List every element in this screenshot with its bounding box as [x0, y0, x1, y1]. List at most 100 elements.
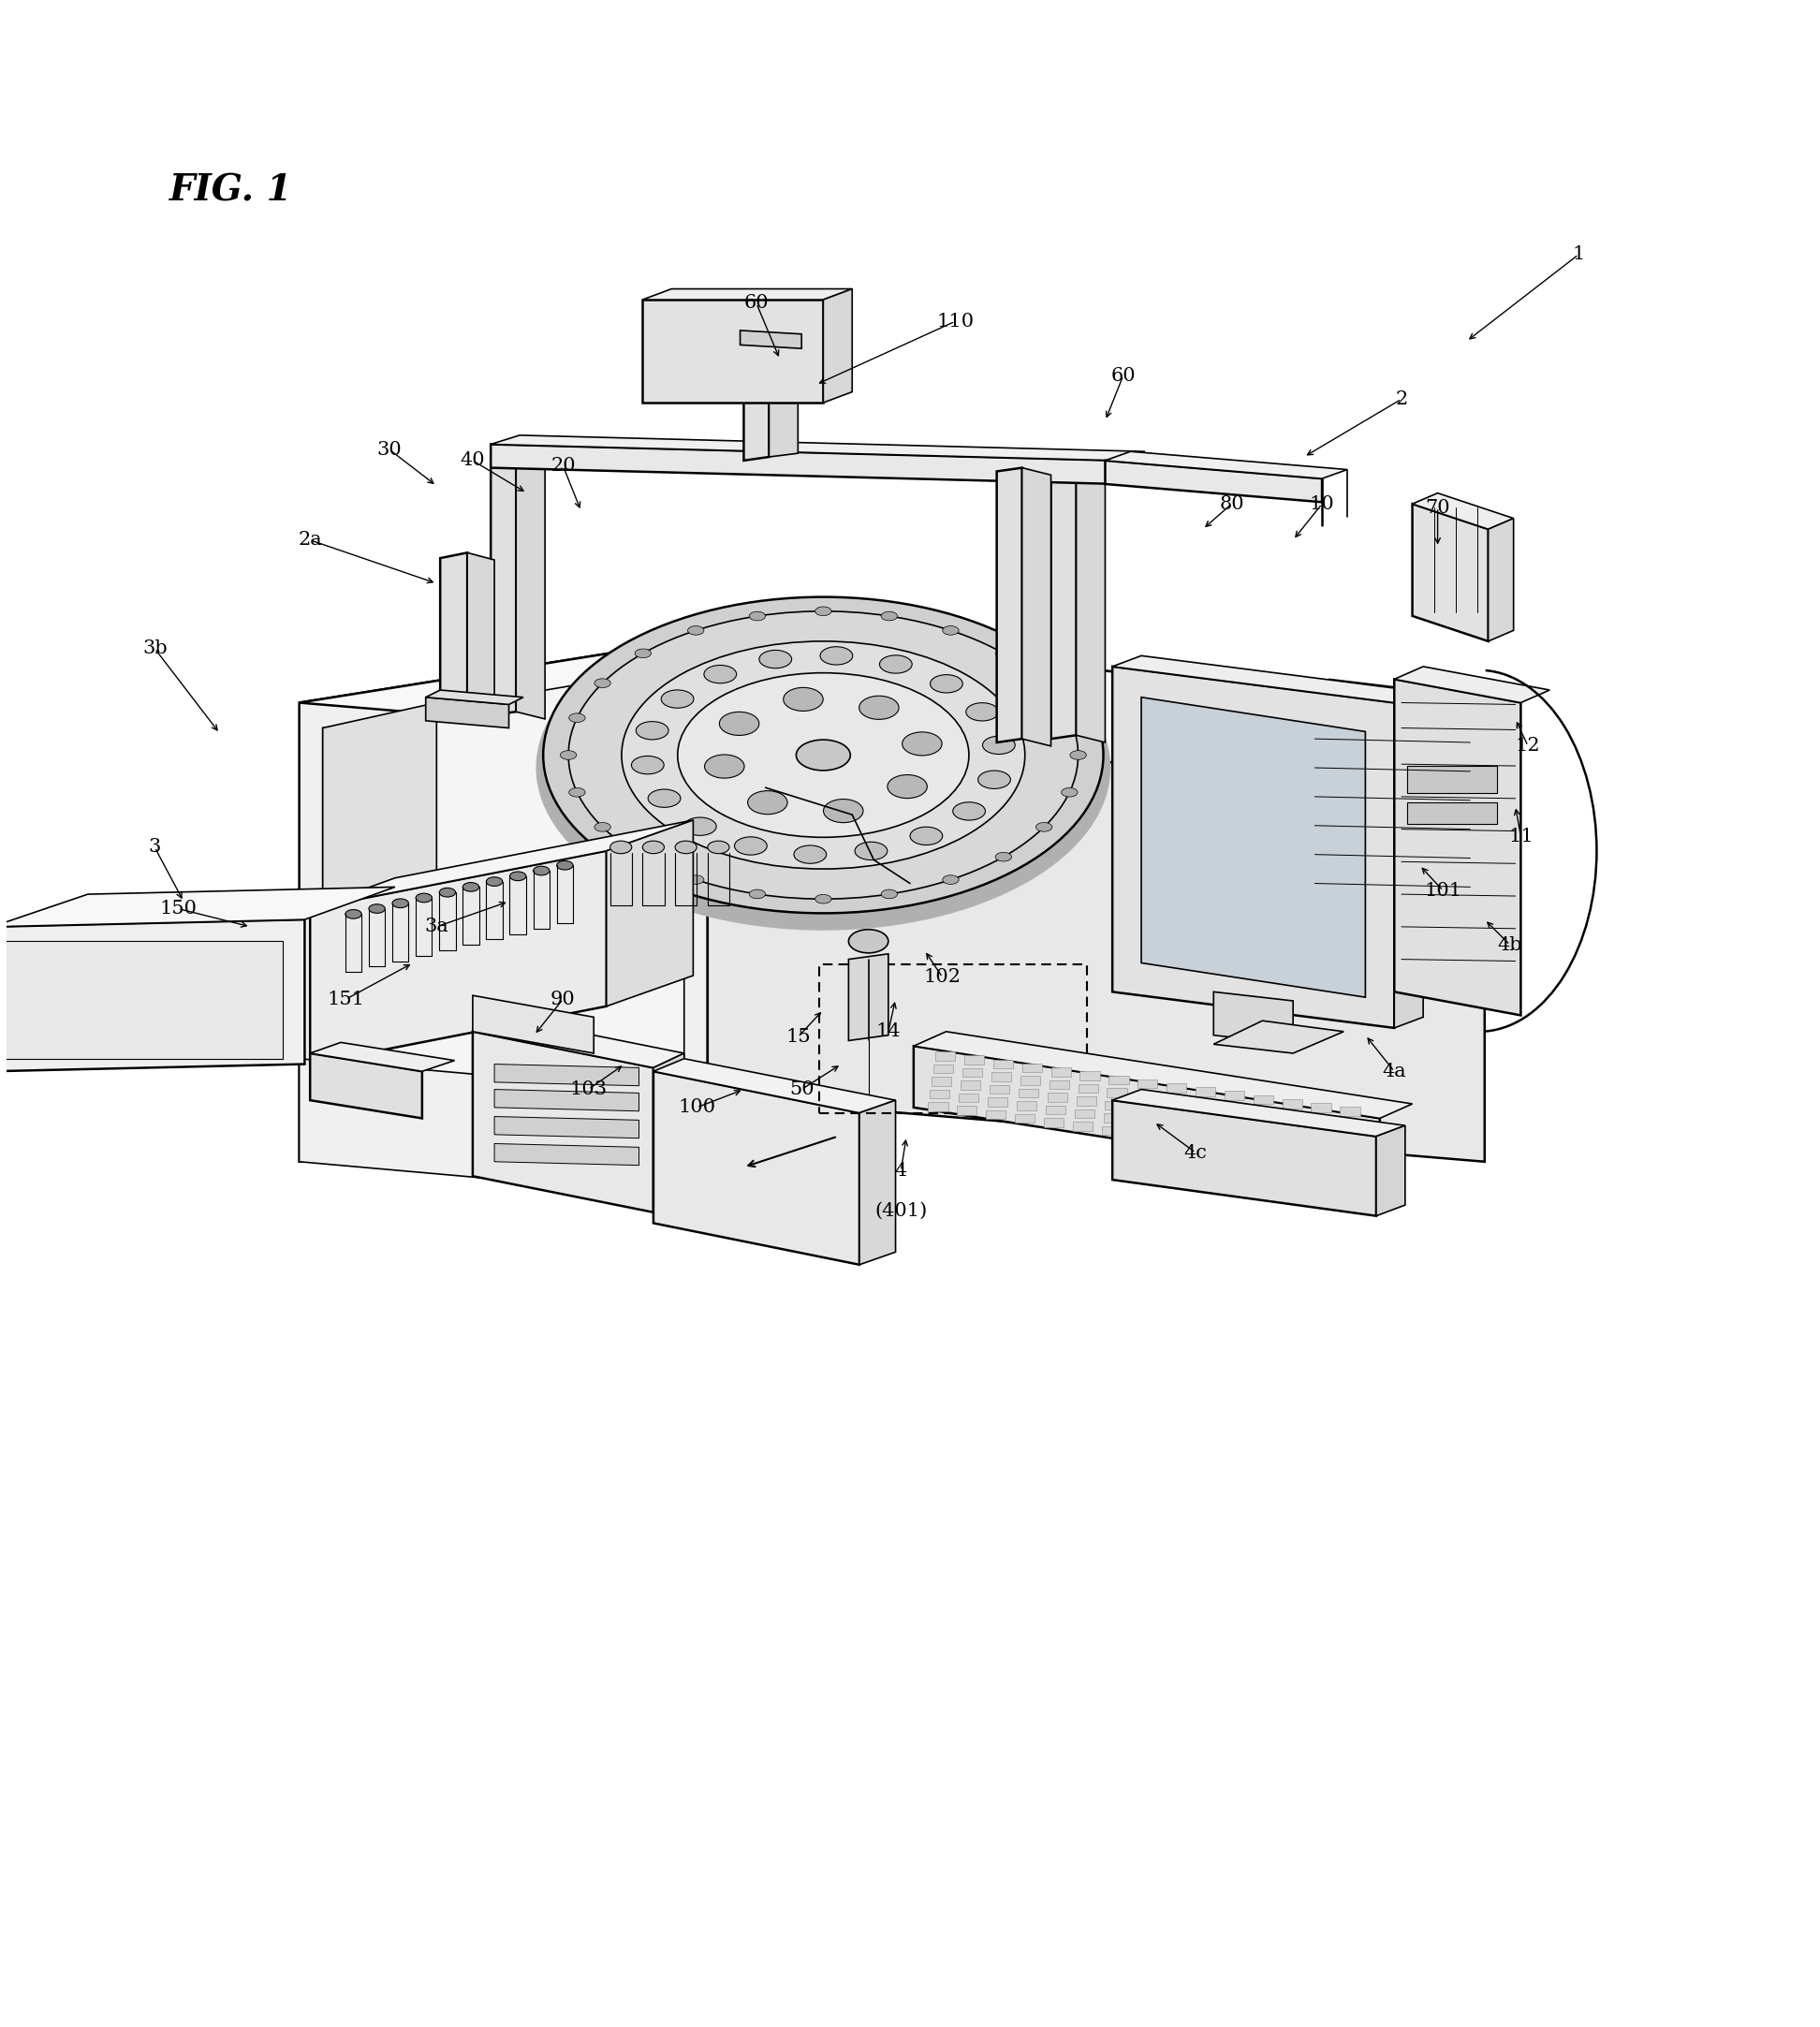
Text: 4a: 4a [1381, 1062, 1407, 1080]
Ellipse shape [635, 649, 652, 659]
Polygon shape [426, 697, 510, 728]
Ellipse shape [648, 789, 681, 807]
Ellipse shape [661, 689, 693, 707]
Ellipse shape [977, 770, 1010, 789]
Bar [1254, 1095, 1274, 1105]
Polygon shape [1376, 1125, 1405, 1216]
Ellipse shape [930, 675, 963, 693]
Polygon shape [491, 454, 517, 716]
Ellipse shape [759, 651, 792, 669]
Polygon shape [309, 1054, 422, 1119]
Bar [1305, 1141, 1325, 1149]
Ellipse shape [903, 732, 943, 756]
Text: 11: 11 [1509, 827, 1532, 845]
Polygon shape [642, 300, 823, 403]
Bar [1340, 1107, 1360, 1117]
Ellipse shape [439, 888, 455, 896]
Ellipse shape [677, 673, 968, 837]
Bar [1279, 1125, 1298, 1133]
Polygon shape [606, 821, 693, 1005]
Ellipse shape [688, 876, 704, 884]
Polygon shape [1112, 655, 1423, 703]
Ellipse shape [996, 851, 1012, 861]
Text: 15: 15 [786, 1028, 810, 1046]
Polygon shape [1412, 493, 1514, 529]
Polygon shape [1394, 667, 1549, 703]
Ellipse shape [415, 894, 431, 902]
Ellipse shape [684, 817, 717, 835]
Polygon shape [1105, 452, 1347, 478]
Polygon shape [859, 1101, 895, 1265]
Bar [1050, 1068, 1070, 1076]
Bar [1407, 766, 1498, 793]
Text: 4: 4 [895, 1161, 906, 1180]
Text: 102: 102 [925, 969, 961, 987]
Bar [1105, 1101, 1125, 1109]
Polygon shape [741, 330, 801, 349]
Bar [1338, 1119, 1358, 1129]
Ellipse shape [855, 841, 888, 859]
Polygon shape [426, 689, 524, 705]
Polygon shape [495, 1143, 639, 1166]
Text: 150: 150 [160, 900, 197, 918]
Polygon shape [848, 955, 888, 1040]
Text: 10: 10 [1309, 495, 1334, 513]
Bar [957, 1107, 977, 1115]
Bar [1077, 1084, 1097, 1093]
Text: 1: 1 [1572, 245, 1585, 264]
Bar [1167, 1082, 1187, 1093]
Bar [1219, 1129, 1239, 1139]
Bar [1019, 1088, 1037, 1099]
Bar [965, 1056, 985, 1064]
Ellipse shape [750, 890, 766, 898]
Bar [1072, 1121, 1092, 1131]
Polygon shape [744, 341, 770, 460]
Polygon shape [1023, 468, 1050, 746]
Text: 110: 110 [937, 312, 974, 330]
Polygon shape [298, 639, 1485, 768]
Ellipse shape [910, 827, 943, 845]
Text: 14: 14 [875, 1024, 901, 1040]
Bar [1218, 1141, 1238, 1151]
Bar [1196, 1086, 1216, 1097]
Text: 4b: 4b [1498, 936, 1522, 955]
Ellipse shape [1061, 714, 1077, 722]
Bar [1108, 1074, 1128, 1084]
Ellipse shape [510, 872, 526, 880]
Ellipse shape [881, 890, 897, 898]
Polygon shape [491, 444, 1117, 484]
Bar [1016, 1115, 1036, 1123]
Ellipse shape [568, 612, 1077, 900]
Polygon shape [1485, 701, 1511, 999]
Bar [1307, 1129, 1327, 1137]
Polygon shape [495, 1088, 639, 1111]
Ellipse shape [635, 851, 652, 861]
Bar [1332, 1157, 1352, 1168]
Polygon shape [1214, 1022, 1343, 1054]
Polygon shape [653, 1072, 859, 1265]
Bar [994, 1060, 1014, 1068]
Ellipse shape [557, 861, 573, 870]
Bar [959, 1093, 979, 1103]
Polygon shape [997, 468, 1023, 742]
Bar [1194, 1101, 1214, 1109]
Bar [1048, 1080, 1068, 1088]
Polygon shape [708, 639, 1485, 1161]
Polygon shape [1112, 1101, 1376, 1216]
Text: 40: 40 [460, 452, 486, 470]
Bar [1136, 1093, 1156, 1101]
Bar [932, 1076, 952, 1086]
Bar [1138, 1078, 1158, 1088]
Bar [1046, 1093, 1067, 1103]
Polygon shape [914, 1046, 1380, 1180]
Bar [1132, 1117, 1152, 1127]
Ellipse shape [794, 845, 826, 864]
Bar [1309, 1115, 1329, 1125]
Polygon shape [823, 290, 852, 403]
Bar [1159, 1133, 1179, 1143]
Bar [990, 1084, 1010, 1095]
Text: 103: 103 [570, 1080, 608, 1099]
Ellipse shape [1036, 679, 1052, 687]
Ellipse shape [535, 606, 1110, 930]
Polygon shape [1076, 468, 1105, 742]
